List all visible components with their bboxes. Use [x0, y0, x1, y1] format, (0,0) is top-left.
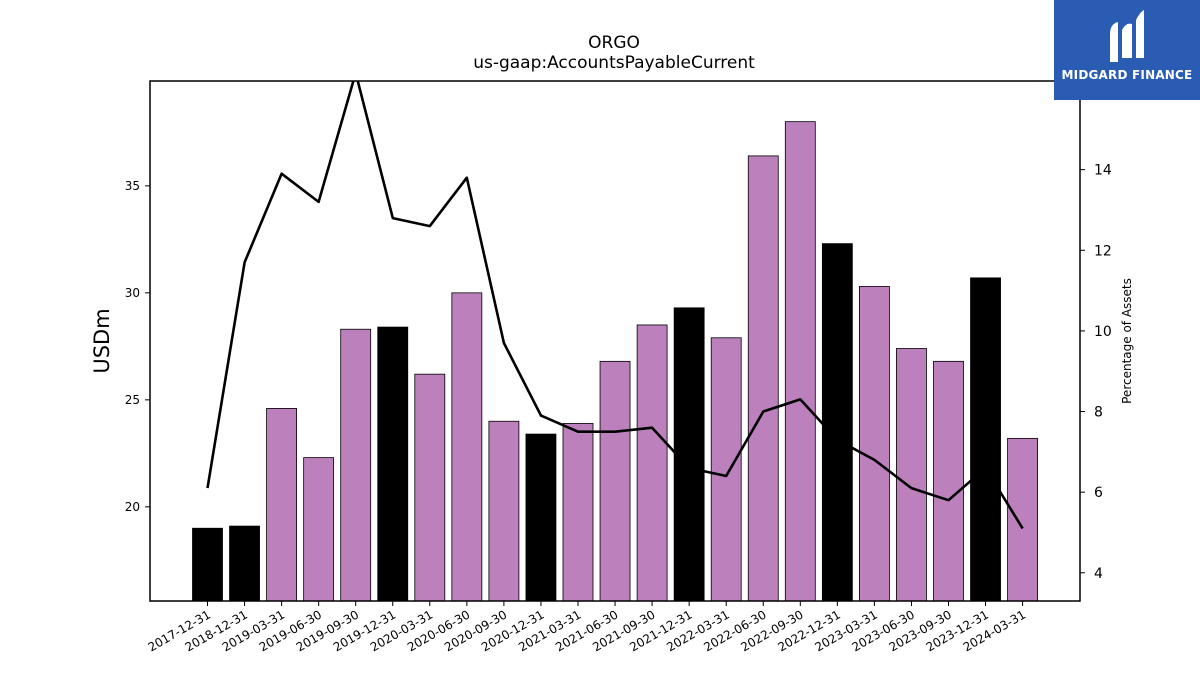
- chart-title: ORGO: [588, 33, 640, 53]
- y-axis-label: USDm: [90, 308, 114, 373]
- bar: [451, 292, 483, 602]
- bar: [1007, 437, 1038, 602]
- bar: [784, 121, 816, 602]
- bar: [562, 422, 594, 602]
- bar: [266, 408, 298, 602]
- bar: [525, 433, 557, 602]
- logo-mark-icon: [1110, 10, 1144, 62]
- bar: [636, 324, 668, 602]
- bar: [933, 360, 964, 602]
- y2-tick-label: 10: [1094, 324, 1112, 340]
- y-axis-right: 4 6 8 10 12 14: [1080, 163, 1112, 582]
- bar: [821, 243, 853, 602]
- bar: [673, 307, 705, 602]
- chart-subtitle: us-gaap:AccountsPayableCurrent: [473, 53, 755, 73]
- y-tick-label: 20: [125, 500, 140, 514]
- bar: [859, 286, 890, 602]
- y2-tick-label: 12: [1094, 243, 1112, 259]
- y2-tick-label: 8: [1094, 405, 1103, 421]
- y-tick-label: 25: [125, 393, 140, 407]
- logo-text: MIDGARD FINANCE: [1061, 68, 1193, 82]
- bar: [599, 360, 631, 602]
- bar: [414, 373, 446, 602]
- y2-tick-label: 4: [1094, 566, 1103, 582]
- y2-tick-label: 6: [1094, 485, 1103, 501]
- y-tick-label: 35: [125, 179, 140, 193]
- bar: [488, 420, 520, 602]
- line-series: [206, 81, 1024, 530]
- bar: [303, 457, 335, 602]
- bar: [970, 277, 1001, 602]
- percentage-line: [206, 81, 1024, 530]
- bar: [192, 527, 223, 602]
- brand-logo: MIDGARD FINANCE: [1054, 0, 1200, 100]
- bar: [896, 348, 927, 602]
- bar: [340, 328, 372, 602]
- y-tick-label: 30: [125, 286, 140, 300]
- bar: [377, 326, 409, 602]
- y-axis-left: 20 25 30 35: [125, 179, 150, 514]
- bar: [747, 155, 779, 602]
- bar-series: [192, 121, 1038, 602]
- bar: [710, 337, 742, 602]
- y2-axis-label: Percentage of Assets: [1120, 278, 1134, 404]
- y2-tick-label: 14: [1094, 163, 1112, 179]
- bar: [229, 525, 260, 602]
- x-axis: 2017-12-312018-12-312019-03-312019-06-30…: [146, 601, 1028, 654]
